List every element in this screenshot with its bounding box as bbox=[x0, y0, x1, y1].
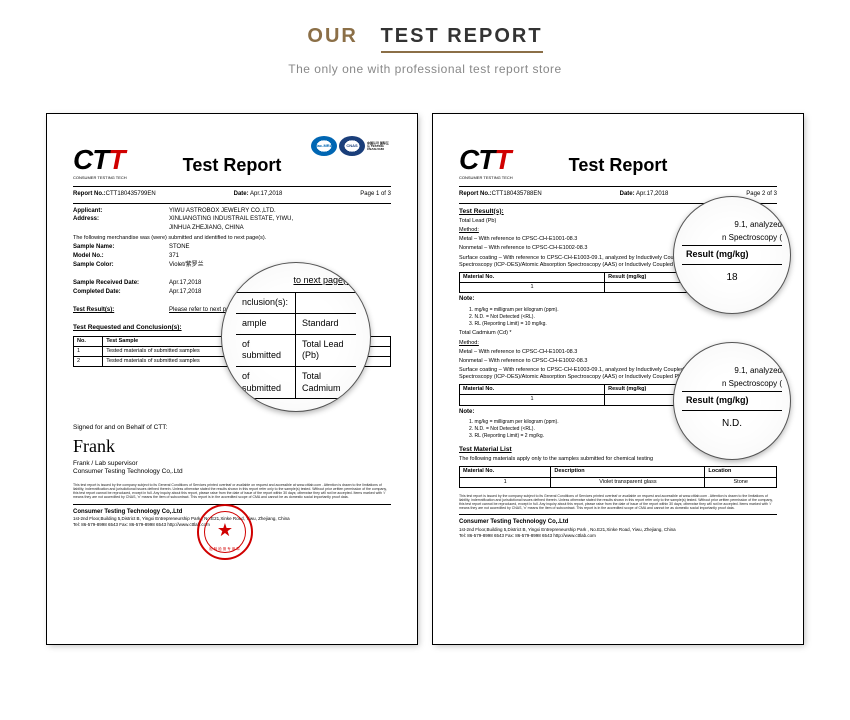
magnifier-right-top: 9.1, analyzed n Spectroscopy ( Result (m… bbox=[673, 196, 791, 314]
magnifier-right-bottom: 9.1, analyzed n Spectroscopy ( Result (m… bbox=[673, 342, 791, 460]
header: OUR TEST REPORT The only one with profes… bbox=[0, 0, 850, 86]
cert-badges: Ilac-MRA CNAS 中国认可 国际互认 TESTING CNASL518… bbox=[311, 136, 391, 156]
disclaimer: This test report is issued by the compan… bbox=[459, 494, 777, 511]
ctt-logo: CTT CONSUMER TESTING TECH bbox=[459, 142, 513, 180]
report-page-2: CTT CONSUMER TESTING TECH Test Report Re… bbox=[433, 114, 803, 644]
reports-container: Ilac-MRA CNAS 中国认可 国际互认 TESTING CNASL518… bbox=[0, 86, 850, 644]
title-our: OUR bbox=[307, 25, 357, 47]
material-list-table: Material No.DescriptionLocation 1Violet … bbox=[459, 466, 777, 487]
report-page-1: Ilac-MRA CNAS 中国认可 国际互认 TESTING CNASL518… bbox=[47, 114, 417, 644]
ilac-mra-icon: Ilac-MRA bbox=[311, 136, 337, 156]
magnifier-left: to next page(s). nclusion(s): ampleStand… bbox=[221, 262, 371, 412]
disclaimer: This test report is issued by the compan… bbox=[73, 483, 391, 500]
cnas-text: 中国认可 国际互认 TESTING CNASL5186 bbox=[367, 136, 391, 156]
subtitle: The only one with professional test repo… bbox=[0, 62, 850, 76]
red-stamp-icon: 检验检测专用章 bbox=[197, 504, 253, 560]
cnas-icon: CNAS bbox=[339, 136, 365, 156]
signature: Frank bbox=[73, 435, 391, 458]
title-report: TEST REPORT bbox=[381, 25, 543, 53]
ctt-logo: CTT CONSUMER TESTING TECH bbox=[73, 142, 127, 180]
footer: Consumer Testing Technology Co,.Ltd 1st-… bbox=[459, 519, 777, 538]
page-title: OUR TEST REPORT bbox=[0, 25, 850, 48]
